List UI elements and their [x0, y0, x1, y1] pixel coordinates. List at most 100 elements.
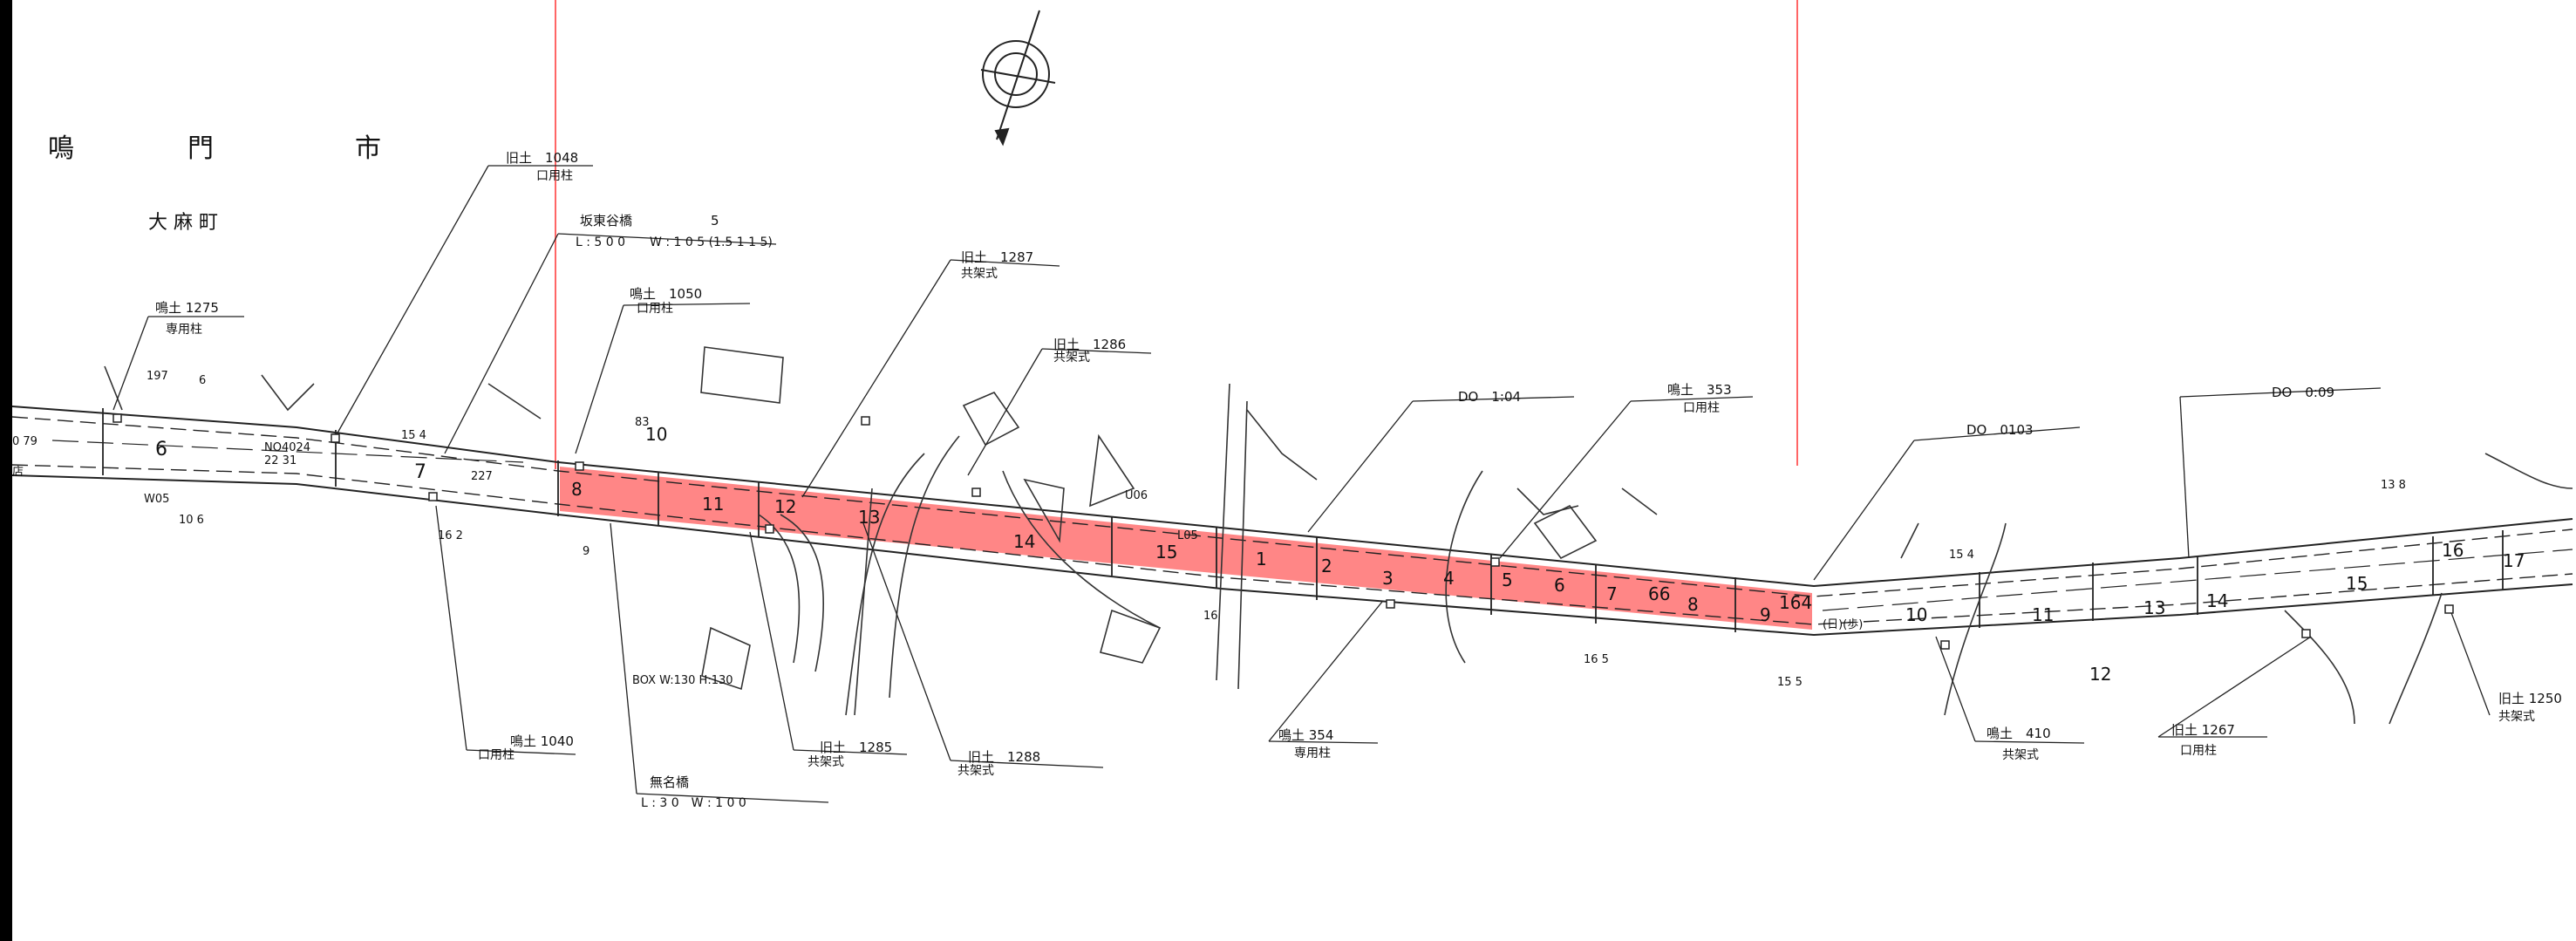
misc-label: 197 [147, 370, 168, 383]
misc-label: 6 [199, 374, 206, 387]
section-label: 11 [702, 494, 724, 515]
misc-label: 227 [471, 470, 493, 483]
section-label: 15 [1155, 542, 1177, 563]
section-label: 7 [414, 461, 426, 483]
section-label: 13 [2143, 597, 2165, 618]
misc-label: L05 [1177, 529, 1198, 542]
section-label: 2 [1321, 556, 1332, 576]
section-label: 10 [645, 424, 667, 445]
annotation-do-1: DO 1:04 [1458, 389, 1521, 405]
annotation-title: DO 1:04 [1458, 389, 1521, 405]
annotation-1287: 旧土 1287 共架式 [961, 249, 1033, 281]
misc-label: W05 [144, 493, 169, 506]
north-arrow-icon [980, 10, 1056, 147]
annotation-title: 鳴土 410 [1987, 726, 2051, 741]
annotation-1286: 旧土 1286 共架式 [1053, 337, 1126, 365]
annotation-1048: 旧土 1048 口用柱 [506, 150, 578, 183]
annotation-sub: 専用柱 [166, 323, 202, 337]
annotation-bridge-1: 坂東谷橋 5 L : 5 0 0 W : 1 0 5 (1.5 1 1 5) [576, 213, 773, 249]
misc-label: NO4024 [264, 441, 310, 454]
misc-label: (日)(歩) [1823, 618, 1863, 631]
misc-label: 15 4 [401, 429, 426, 442]
annotation-title: 鳴土 353 [1667, 382, 1732, 398]
section-label: 11 [2032, 604, 2054, 625]
annotation-sub: 共架式 [957, 764, 994, 778]
annotation-sub: 口用柱 [536, 169, 573, 183]
section-label: 8 [571, 479, 583, 500]
section-label: 10 [1905, 604, 1927, 625]
section-label: 12 [2089, 664, 2111, 685]
section-label: 6 [155, 439, 167, 460]
section-label: 5 [1502, 569, 1513, 590]
section-label: 16 [2442, 540, 2464, 561]
section-label: 7 [1606, 583, 1618, 604]
annotation-title: 坂東谷橋 5 [580, 213, 719, 228]
building-outlines [700, 346, 1598, 691]
highlighted-road-segment [560, 467, 1812, 630]
annotation-354: 鳴土 354 専用柱 [1278, 727, 1333, 760]
annotation-1250: 旧土 1250 共架式 [2498, 691, 2562, 724]
section-label: 8 [1687, 594, 1699, 615]
annotation-title: 旧土 1287 [961, 249, 1033, 265]
misc-label: 15 4 [1949, 549, 1974, 562]
misc-label: 22 31 [264, 454, 296, 467]
annotation-title: 旧土 1267 [2171, 722, 2235, 738]
section-dividers [102, 408, 2504, 632]
section-label: 66 [1648, 583, 1670, 604]
annotation-title: 無名橋 [650, 774, 689, 790]
city-name: 鳴 門 市 [48, 133, 383, 164]
annotation-sub: 口用柱 [2180, 744, 2217, 758]
misc-label: U06 [1125, 489, 1148, 502]
annotation-410: 鳴土 410 共架式 [1987, 726, 2051, 762]
left-border [0, 0, 12, 941]
section-label: 12 [774, 496, 796, 517]
section-label: 1 [1256, 549, 1267, 569]
utility-poles [112, 413, 2454, 650]
misc-label: 16 [1203, 610, 1218, 623]
annotation-do-2: DO 0103 [1966, 422, 2034, 438]
section-label: 13 [858, 507, 880, 528]
misc-labels: 0 79 197 6 W05 10 6 NO4024 22 31 15 4 22… [12, 370, 2406, 689]
annotation-title: DO 0103 [1966, 422, 2034, 438]
section-label: 15 [2346, 573, 2368, 594]
annotation-title: DO 0:09 [2272, 385, 2334, 400]
misc-label: 10 6 [179, 514, 204, 527]
side-roads [104, 365, 2573, 725]
annotation-1275: 鳴土 1275 専用柱 [155, 300, 219, 337]
section-label: 14 [1013, 531, 1035, 552]
misc-label: 15 5 [1777, 676, 1803, 689]
annotation-title: 鳴土 1050 [630, 286, 702, 302]
annotation-sub: 口用柱 [637, 302, 673, 316]
annotation-353: 鳴土 353 口用柱 [1667, 382, 1732, 415]
misc-label: 83 [635, 416, 650, 429]
annotation-title: 鳴土 354 [1278, 727, 1333, 743]
annotation-sub: 専用柱 [1294, 747, 1331, 760]
annotation-sub: 共架式 [2498, 710, 2535, 724]
annotation-1050: 鳴土 1050 口用柱 [630, 286, 702, 316]
road-edges [11, 406, 2573, 637]
annotation-sub: 共架式 [808, 755, 844, 769]
section-label: 164 [1779, 592, 1812, 613]
annotation-sub: 共架式 [961, 267, 998, 281]
annotation-bridge-2: 無名橋 L : 3 0 W : 1 0 0 [641, 774, 746, 810]
annotation-sub: L : 3 0 W : 1 0 0 [641, 796, 746, 810]
section-label: 3 [1382, 568, 1394, 589]
annotation-title: 旧土 1285 [820, 740, 892, 755]
annotation-do-3: DO 0:09 [2272, 385, 2334, 400]
misc-label: BOX W:130 H:130 [632, 674, 733, 687]
annotation-leaders [112, 165, 2491, 803]
misc-label: 16 2 [438, 529, 463, 542]
section-label: 17 [2503, 550, 2525, 571]
section-label: 6 [1554, 575, 1565, 596]
annotation-sub: 共架式 [1053, 351, 1090, 365]
annotation-sub: L : 5 0 0 W : 1 0 5 (1.5 1 1 5) [576, 235, 773, 249]
misc-label: 13 8 [2381, 479, 2406, 492]
annotation-sub: 口用柱 [1683, 401, 1720, 415]
annotation-sub: 口用柱 [478, 748, 515, 762]
annotation-title: 鳴土 1040 [510, 733, 574, 749]
annotation-1288: 旧土 1288 共架式 [957, 749, 1040, 778]
annotation-title: 旧土 1250 [2498, 691, 2562, 706]
annotation-1285: 旧土 1285 共架式 [808, 740, 892, 769]
section-label: 4 [1443, 568, 1455, 589]
